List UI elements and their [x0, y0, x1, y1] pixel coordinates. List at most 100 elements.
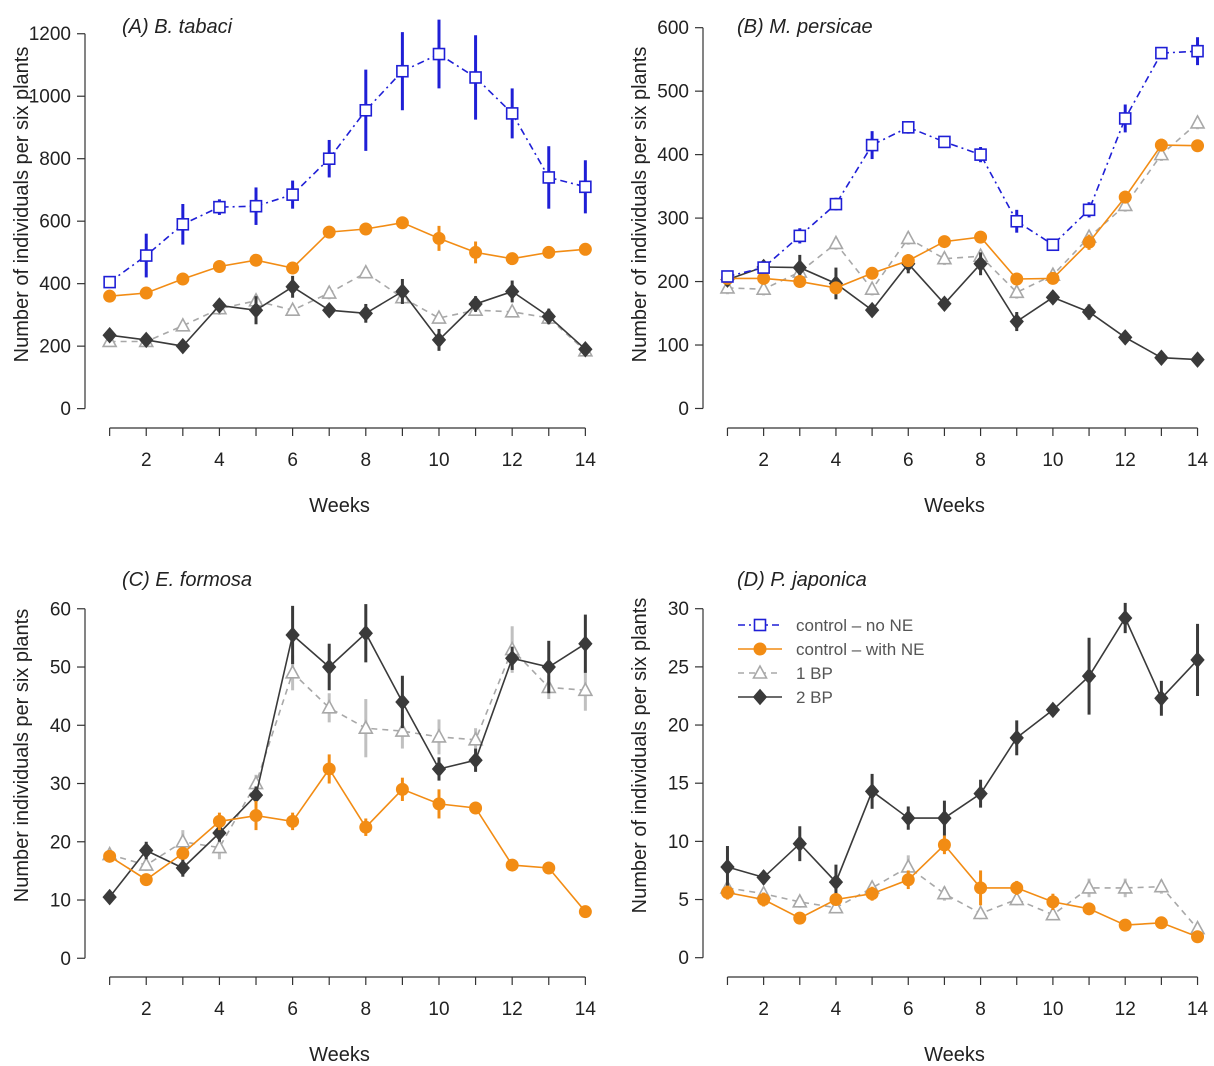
panel-title: (C) E. formosa — [122, 569, 252, 591]
marker-diamond — [973, 255, 988, 273]
y-tick-label: 0 — [678, 399, 689, 420]
marker-diamond — [431, 331, 447, 349]
marker-diamond — [864, 783, 880, 800]
x-tick-label: 2 — [141, 450, 152, 471]
x-tick-label: 10 — [428, 450, 449, 471]
x-tick-label: 8 — [361, 999, 372, 1020]
marker-circle — [829, 893, 843, 907]
marker-diamond — [505, 283, 520, 300]
legend: control – no NE control – with NE 1 BP 2… — [738, 616, 925, 707]
marker-circle — [1010, 881, 1024, 895]
marker-diamond — [541, 308, 556, 325]
x-tick-label: 10 — [1042, 450, 1063, 471]
y-tick-label: 800 — [39, 149, 71, 170]
series — [720, 138, 1205, 295]
marker-square — [829, 197, 843, 211]
series-line — [109, 53, 586, 283]
marker-square — [542, 171, 556, 184]
x-tick-label: 8 — [361, 450, 372, 471]
marker-triangle — [321, 699, 338, 714]
marker-triangle — [357, 719, 374, 734]
marker-circle — [176, 272, 190, 286]
series-line — [727, 866, 1199, 930]
series-line — [727, 843, 1198, 938]
x-tick-label: 8 — [975, 999, 986, 1020]
marker-diamond — [102, 326, 117, 344]
marker-triangle — [828, 898, 844, 914]
marker-diamond — [752, 688, 768, 706]
series — [103, 19, 592, 289]
marker-circle — [937, 235, 951, 249]
x-tick-label: 12 — [1115, 450, 1136, 471]
marker-circle — [865, 266, 879, 280]
series — [719, 114, 1206, 299]
y-tick-label: 15 — [668, 774, 689, 795]
series — [103, 216, 592, 303]
marker-square — [1118, 112, 1132, 125]
marker-circle — [1154, 916, 1168, 930]
marker-square — [579, 180, 592, 194]
marker-triangle — [467, 731, 484, 746]
marker-circle — [322, 225, 336, 239]
panel-b: (B) M. persicae Weeks Number of individu… — [629, 16, 1209, 517]
marker-circle — [505, 858, 519, 872]
marker-circle — [1118, 190, 1132, 204]
y-tick-label: 30 — [50, 774, 71, 795]
marker-diamond — [1045, 289, 1061, 306]
marker-diamond — [175, 859, 190, 877]
marker-diamond — [322, 301, 337, 319]
series-line — [109, 767, 587, 913]
series-line — [109, 648, 586, 866]
marker-diamond — [139, 331, 154, 349]
panel-d: (D) P. japonica Weeks Number of individu… — [629, 569, 1209, 1066]
series-line — [727, 262, 1198, 361]
marker-diamond — [358, 624, 373, 642]
marker-diamond — [828, 873, 844, 891]
marker-diamond — [578, 341, 593, 358]
x-axis-title: Weeks — [309, 495, 370, 517]
marker-circle — [395, 782, 409, 796]
marker-triangle — [791, 893, 808, 908]
marker-circle — [103, 289, 117, 303]
x-tick-label: 6 — [903, 450, 914, 471]
x-tick-label: 4 — [831, 450, 842, 471]
marker-square — [322, 152, 336, 166]
marker-triangle — [431, 728, 447, 743]
marker-diamond — [505, 650, 520, 667]
marker-circle — [249, 809, 263, 823]
marker-triangle — [972, 904, 989, 920]
marker-diamond — [1081, 303, 1097, 321]
marker-diamond — [139, 842, 154, 859]
marker-square — [213, 200, 226, 214]
y-tick-label: 0 — [60, 949, 71, 970]
marker-circle — [578, 242, 592, 256]
marker-square — [757, 261, 770, 274]
y-tick-label: 20 — [50, 832, 71, 853]
marker-square — [1082, 203, 1096, 217]
marker-diamond — [1081, 667, 1097, 685]
marker-circle — [432, 231, 446, 245]
marker-square — [469, 71, 482, 84]
marker-circle — [432, 797, 446, 811]
marker-diamond — [1118, 609, 1133, 627]
marker-diamond — [937, 295, 952, 313]
marker-triangle — [1153, 145, 1170, 161]
x-tick-label: 2 — [141, 999, 152, 1020]
marker-circle — [1010, 272, 1024, 286]
marker-circle — [829, 281, 843, 295]
marker-diamond — [322, 658, 337, 676]
marker-square — [1155, 46, 1168, 60]
marker-triangle — [1008, 283, 1025, 299]
marker-circle — [469, 245, 483, 259]
marker-circle — [176, 846, 190, 860]
marker-diamond — [720, 858, 735, 876]
marker-square — [1046, 238, 1060, 252]
marker-triangle — [1117, 879, 1134, 894]
marker-circle — [757, 271, 771, 285]
y-tick-label: 0 — [678, 948, 689, 969]
marker-diamond — [285, 626, 300, 644]
marker-diamond — [792, 835, 807, 852]
y-tick-label: 5 — [678, 890, 689, 911]
marker-triangle — [174, 833, 191, 848]
